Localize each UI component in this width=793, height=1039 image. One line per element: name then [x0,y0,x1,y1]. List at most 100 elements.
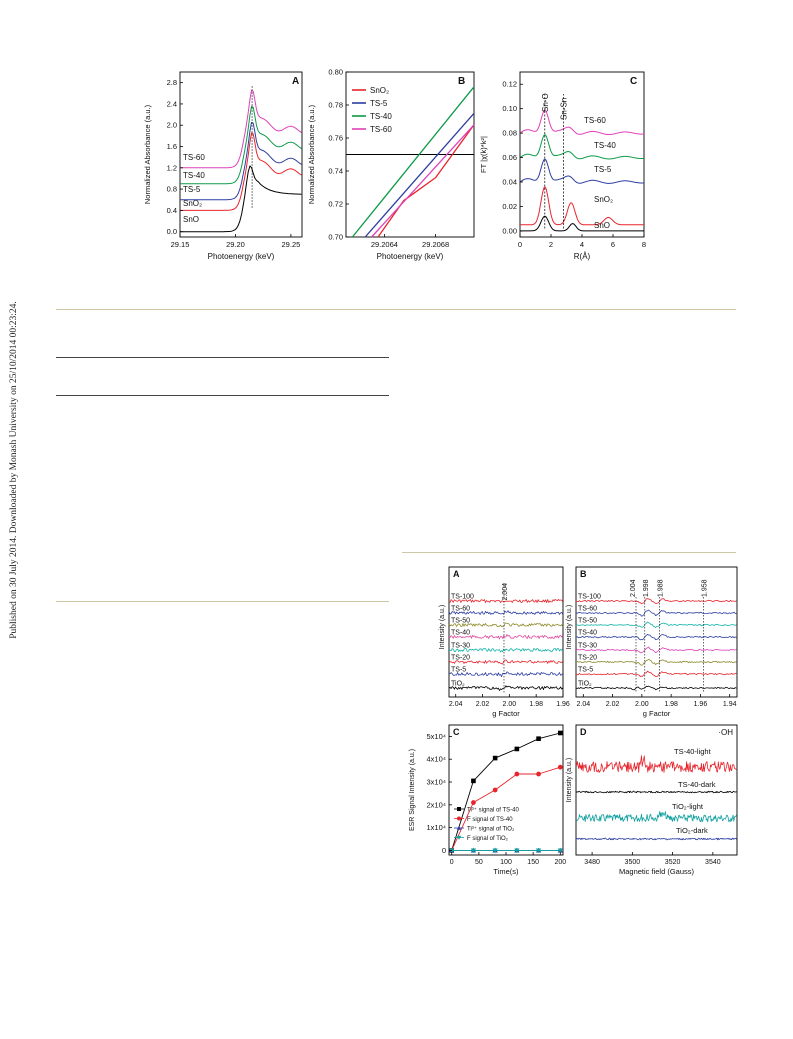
legend-marker [456,835,462,840]
series-line-sno [180,165,302,233]
y-tick-label: 1x10⁴ [427,823,447,832]
curve-label: TS-60 [183,153,205,162]
curve-label: TS-100 [578,594,601,601]
curve-label: TiO₂ [451,681,465,688]
y-tick-label: 2.4 [167,99,177,108]
data-point [449,848,455,854]
x-tick-label: 4 [580,240,584,249]
legend-label: Ti³⁺ signal of TiO₂ [467,825,515,832]
y-tick-label: 0.04 [502,178,517,187]
x-tick-label: 200 [554,859,566,866]
y-tick-label: 0.10 [502,104,517,113]
series-line-ts-40-dark [575,790,737,794]
curve-label: SnO [183,215,199,224]
data-point [492,848,498,854]
curve-label: TiO₂-dark [676,826,708,835]
legend-label: Ti³⁺ signal of TS-40 [467,806,520,813]
y-tick-label: 0.8 [167,185,177,194]
x-tick-label: 3540 [705,859,721,866]
x-tick-label: 3520 [665,859,681,866]
x-tick-label: 1.98 [529,701,543,708]
y-axis-label: Intensity (a.u.) [439,605,446,649]
x-tick-label: 0 [518,240,522,249]
series-line-tio- [448,685,564,691]
series-line-ts-5 [364,112,475,238]
y-tick-label: 0.00 [502,226,517,235]
curve-label: TS-60 [584,116,606,125]
curve-label: SnO₂ [183,199,202,208]
x-axis-label: Photoenergy (keV) [208,252,275,261]
x-tick-label: 8 [642,240,646,249]
curve-label: TiO₂ [578,681,592,688]
y-tick-label: 0.72 [328,200,343,209]
x-tick-label: 100 [500,859,512,866]
table-rule [56,357,389,358]
y-tick-label: 0.0 [167,227,177,236]
y-tick-label: 1.6 [167,142,177,151]
curve-label: TS-5 [594,165,612,174]
y-tick-label: 2.0 [167,121,177,130]
panel-letter: B [458,76,465,87]
x-axis-label: g Factor [492,709,520,718]
y-tick-label: 0.06 [502,153,517,162]
series-line-tio-light [575,811,737,823]
curve-label: TiO₂-light [672,802,704,811]
y-tick-label: 0.12 [502,80,517,89]
series-line-ts-100 [448,599,564,603]
series-line-ts-50 [448,622,564,628]
series-line-ts-5 [180,121,302,201]
y-axis-label: Normalized Absorbance (a.u.) [143,104,152,204]
y-tick-label: 5x10⁴ [427,732,447,741]
y-axis-label: Intensity (a.u.) [566,758,573,802]
x-tick-label: 1.96 [556,701,570,708]
y-axis-label: FT |χ(k)*k²| [479,136,488,173]
series-line-ts-60 [448,610,564,615]
y-tick-label: 4x10⁴ [427,755,447,764]
data-point [514,848,520,854]
data-point [535,848,542,854]
data-point [514,746,520,752]
curve-label: TS-40 [594,141,616,150]
legend-label: TS-40 [370,112,392,121]
legend-label: F signal of TS-40 [467,817,513,823]
panel-letter: B [580,569,587,579]
series-line-ts-60 [519,109,644,135]
divider [56,601,389,602]
y-tick-label: 0.4 [167,206,177,215]
panel-a-frame [179,71,303,238]
panel-letter: C [630,76,637,87]
x-tick-label: 29.15 [171,240,190,249]
series-line-ts-60 [575,609,737,617]
panel-letter: C [453,727,460,737]
curve-label: TS-40-dark [678,780,716,789]
x-tick-label: 1.96 [694,701,708,708]
data-point [514,771,520,777]
curve-label: TS-60 [451,606,470,613]
y-tick-label: 3x10⁴ [427,778,447,787]
series-line-sno [520,215,644,232]
series-line-ts-60 [371,124,475,238]
panel-esr-b-frame [575,566,738,698]
curve-label: TS-5 [183,185,201,194]
x-axis-label: Time(s) [493,867,519,876]
panel-letter: A [453,569,460,579]
x-tick-label: 6 [611,240,615,249]
x-tick-label: 29.2064 [371,240,398,249]
curve-label: TS-100 [451,594,474,601]
g-marker-label: 1.998 [643,579,650,597]
series-line [451,732,561,851]
y-axis-label: Intensity (a.u.) [566,605,573,649]
legend-marker [457,816,461,821]
y-tick-label: 0 [442,846,446,855]
series-line-ts-40 [180,105,302,185]
curve-label: TS-40-light [674,747,712,756]
series-line-ts-20 [575,659,737,666]
series-line-ts-5 [575,670,737,677]
x-tick-label: 3480 [584,859,600,866]
y-tick-label: 2x10⁴ [427,800,447,809]
y-axis-label: Normalized Absorbance (a.u.) [307,104,316,204]
data-point [471,778,476,784]
x-tick-label: 29.25 [282,240,301,249]
data-point [492,755,498,761]
curve-label: SnO₂ [594,195,613,204]
